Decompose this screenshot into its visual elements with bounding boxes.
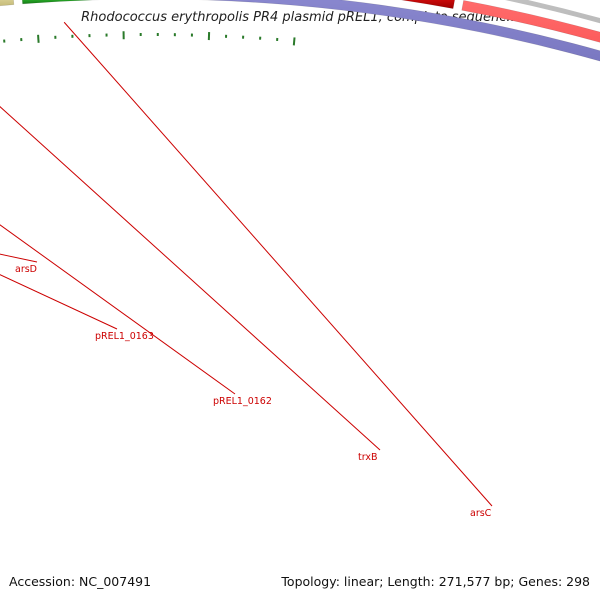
accession-text: Accession: NC_007491 — [9, 574, 152, 589]
inner-tick — [292, 37, 296, 46]
gene-label: pREL1_0162 — [213, 396, 272, 407]
backbone-layer — [504, 0, 600, 24]
feature-green-block — [21, 0, 102, 5]
summary-text: Topology: linear; Length: 271,577 bp; Ge… — [281, 574, 590, 589]
cds-forward-block — [399, 0, 455, 9]
gene-leader-line — [0, 105, 381, 451]
cds-forward-block — [461, 0, 600, 43]
cds-reverse-block — [195, 0, 600, 62]
scale-ticks: 159000 bp158500 bp158000 bp157500 bp1570… — [3, 31, 296, 46]
gene-label: pREL1_0163 — [95, 331, 154, 342]
feature-tan-block — [0, 0, 15, 7]
gene-label: arsC — [470, 508, 492, 519]
gene-leader-line — [0, 253, 38, 263]
inner-tick — [37, 34, 40, 43]
label-layer: arsD pREL1_0163 pREL1_0162 trxB arsC — [0, 21, 493, 519]
gene-leader-line — [63, 21, 493, 507]
gene-leader-line — [0, 224, 236, 395]
gene-label: arsD — [15, 264, 37, 275]
gene-label: trxB — [358, 452, 378, 463]
backbone-line — [504, 0, 600, 24]
gene-leader-line — [0, 274, 118, 330]
